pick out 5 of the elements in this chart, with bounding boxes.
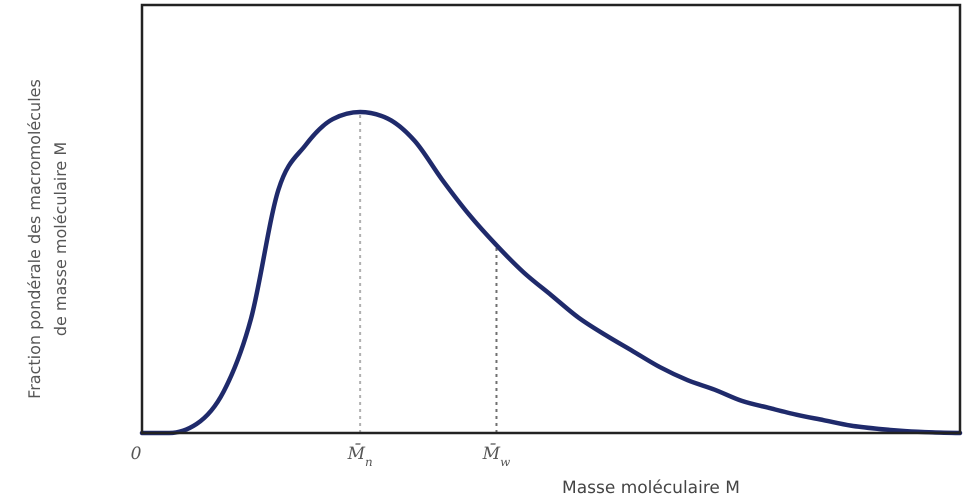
y-axis-title: Fraction pondérale des macromolécules de masse moléculaire M [25,79,70,399]
x-tick-label: M̄$_{n}$ [346,442,373,469]
x-axis-title: Masse moléculaire M [562,478,740,498]
x-tick-label: 0 [130,444,142,464]
x-tick-label: M̄$_{w}$ [482,442,510,469]
